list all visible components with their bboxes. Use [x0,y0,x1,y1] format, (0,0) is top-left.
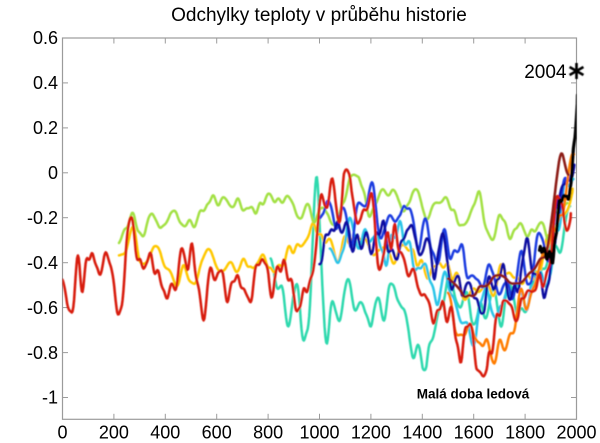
svg-text:0.4: 0.4 [33,73,58,93]
svg-text:-0.8: -0.8 [27,343,58,363]
svg-text:0: 0 [48,163,58,183]
svg-text:1600: 1600 [454,423,494,443]
svg-text:-1: -1 [42,388,58,408]
svg-text:800: 800 [253,423,283,443]
svg-text:-0.6: -0.6 [27,298,58,318]
svg-text:0.2: 0.2 [33,118,58,138]
svg-text:2000: 2000 [556,423,596,443]
svg-text:1800: 1800 [505,423,545,443]
svg-text:Malá doba ledová: Malá doba ledová [417,387,530,402]
svg-text:2004: 2004 [524,62,567,83]
svg-text:1200: 1200 [351,423,391,443]
svg-text:0.6: 0.6 [33,28,58,48]
svg-text:Odchylky teploty v průběhu his: Odchylky teploty v průběhu historie [171,5,467,26]
svg-text:-0.2: -0.2 [27,208,58,228]
svg-text:-0.4: -0.4 [27,253,58,273]
svg-text:400: 400 [150,423,180,443]
svg-text:1400: 1400 [402,423,442,443]
svg-text:200: 200 [99,423,129,443]
svg-text:600: 600 [202,423,232,443]
svg-text:0: 0 [57,423,67,443]
svg-text:1000: 1000 [299,423,339,443]
